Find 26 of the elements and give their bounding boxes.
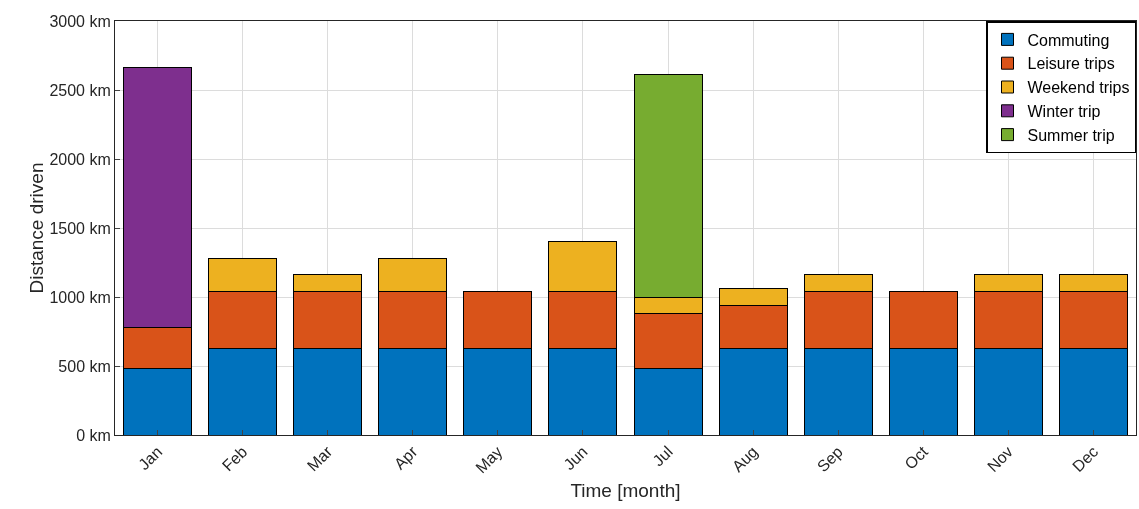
x-axis-title: Time [month] bbox=[570, 480, 681, 502]
x-tick-label: Jan bbox=[135, 442, 166, 474]
legend-label: Winter trip bbox=[1027, 103, 1101, 121]
y-tick-label: 500 km bbox=[58, 357, 111, 375]
x-tick-label: Oct bbox=[901, 442, 932, 473]
legend-label: Summer trip bbox=[1027, 126, 1115, 144]
x-tick-label: Mar bbox=[303, 442, 336, 475]
x-tick-label: Dec bbox=[1069, 442, 1102, 476]
x-tick-label: Nov bbox=[984, 442, 1017, 476]
x-tick-label: Jun bbox=[560, 442, 591, 474]
x-tick-label: Sep bbox=[813, 442, 847, 476]
x-tick-label: Feb bbox=[218, 442, 251, 475]
y-tick-label: 1500 km bbox=[49, 219, 111, 237]
y-tick-label: 0 km bbox=[76, 426, 111, 444]
y-axis-title: Distance driven bbox=[26, 162, 48, 294]
x-tick-label: Jul bbox=[649, 442, 676, 470]
x-tick-label: Aug bbox=[728, 442, 761, 476]
legend-label: Weekend trips bbox=[1027, 79, 1130, 97]
x-tick-label: May bbox=[472, 442, 506, 477]
legend-label: Commuting bbox=[1027, 31, 1110, 49]
y-tick-label: 3000 km bbox=[49, 12, 111, 30]
y-tick-label: 2000 km bbox=[49, 150, 111, 168]
y-tick-label: 1000 km bbox=[49, 288, 111, 306]
x-tick-label: Apr bbox=[390, 442, 422, 473]
y-tick-label: 2500 km bbox=[49, 81, 111, 99]
legend-label: Leisure trips bbox=[1027, 55, 1115, 73]
